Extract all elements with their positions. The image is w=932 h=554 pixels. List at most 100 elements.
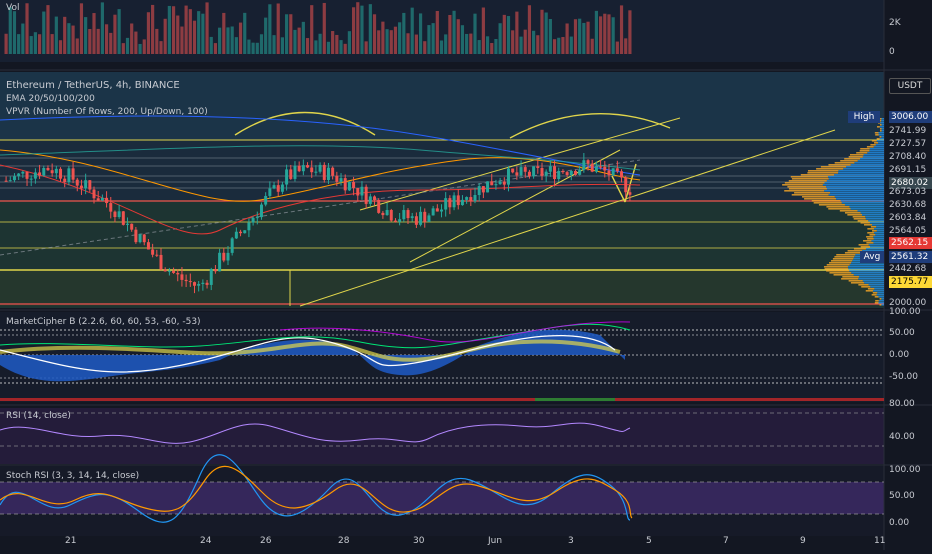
volume-bar (100, 2, 104, 54)
candle-body (197, 283, 201, 286)
candle-body (126, 223, 129, 225)
vpvr-bar-gold (867, 232, 874, 234)
vpvr-bar-blue (870, 246, 884, 248)
stoch-tick-100: 100.00 (889, 465, 921, 475)
vpvr-bar-gold (863, 224, 872, 226)
vpvr-bar-gold (879, 304, 882, 306)
ema-legend[interactable]: EMA 20/50/100/200 (6, 94, 95, 104)
volume-bar (167, 5, 171, 54)
high-price-tag: 3006.00 (889, 111, 932, 123)
date-label-7: 7 (723, 536, 729, 546)
vpvr-bar-blue (865, 248, 884, 250)
candle-body (590, 163, 594, 172)
candle-body (486, 181, 490, 193)
candle-body (193, 282, 196, 286)
price-level-7: 2603.84 (889, 213, 927, 223)
volume-bar (540, 9, 544, 54)
vpvr-bar-gold (872, 230, 877, 232)
vpvr-bar-gold (832, 258, 854, 260)
volume-bar (42, 11, 46, 54)
volume-bar (71, 25, 75, 54)
vpvr-bar-gold (876, 138, 880, 140)
vpvr-bar-blue (822, 184, 884, 186)
vpvr-bar-blue (871, 224, 884, 226)
candle-body (201, 282, 205, 284)
volume-bar (268, 4, 272, 54)
vpvr-bar-gold (826, 206, 850, 208)
vpvr-bar-gold (788, 180, 827, 182)
candle-body (209, 269, 213, 285)
vpvr-bar-blue (847, 266, 884, 268)
vpvr-bar-gold (859, 150, 870, 152)
candle-body (557, 170, 561, 180)
candle-body (67, 168, 71, 183)
stoch-legend[interactable]: Stoch RSI (3, 3, 14, 14, close) (6, 471, 140, 481)
vpvr-bar-gold (850, 154, 864, 156)
currency-button[interactable]: USDT (889, 78, 931, 94)
vpvr-bar-blue (868, 220, 884, 222)
volume-bar (209, 36, 213, 54)
vpvr-bar-blue (874, 288, 884, 290)
candle-body (465, 197, 469, 200)
vpvr-bar-gold (841, 278, 859, 280)
vpvr-bar-gold (844, 252, 861, 254)
volume-bar (527, 5, 532, 55)
volume-bar (368, 4, 372, 54)
volume-bar (125, 37, 130, 54)
volume-bar (146, 12, 151, 55)
vpvr-bar-blue (862, 214, 884, 216)
candle-body (285, 169, 289, 185)
vpvr-bar-gold (839, 210, 858, 212)
volume-bar (326, 41, 331, 54)
volume-bar (264, 17, 268, 54)
vpvr-bar-blue (848, 268, 884, 270)
vpvr-bar-gold (840, 160, 858, 162)
volume-bar (347, 31, 351, 54)
vpvr-bar-blue (873, 236, 884, 238)
volume-bar (536, 35, 540, 54)
vol-tick-2k: 2K (889, 18, 901, 28)
volume-bar (431, 23, 435, 54)
vpvr-bar-blue (873, 232, 884, 234)
vpvr-bar-blue (880, 122, 884, 124)
candle-body (578, 169, 582, 175)
candle-body (84, 180, 88, 189)
candle-body (280, 184, 284, 192)
volume-bar (4, 33, 8, 54)
chart-title[interactable]: Ethereum / TetherUS, 4h, BINANCE (6, 80, 180, 91)
volume-bar (113, 14, 117, 55)
candle-body (176, 272, 180, 275)
volume-bar (624, 38, 628, 54)
volume-bar (155, 28, 159, 54)
vpvr-bar-blue (862, 250, 884, 252)
high-label: High (848, 111, 880, 123)
volume-bar (205, 2, 209, 54)
vpvr-bar-blue (878, 302, 884, 304)
vpvr-bar-gold (871, 294, 877, 296)
candle-body (360, 186, 364, 196)
vpvr-bar-blue (838, 170, 884, 172)
vpvr-bar-gold (879, 118, 882, 120)
candle-body (490, 181, 494, 186)
candle-body (620, 171, 624, 178)
vpvr-bar-blue (869, 150, 884, 152)
vpvr-bar-blue (828, 178, 884, 180)
candle-body (427, 215, 431, 222)
volume-bars (4, 2, 632, 55)
candle-body (29, 178, 33, 180)
vpvr-bar-gold (856, 152, 868, 154)
vpvr-bar-blue (878, 296, 884, 298)
mc-legend[interactable]: MarketCipher B (2.2.6, 60, 60, 53, -60, … (6, 317, 201, 327)
vpvr-bar-blue (858, 278, 884, 280)
candle-body (180, 274, 184, 280)
vpvr-legend[interactable]: VPVR (Number Of Rows, 200, Up/Down, 100) (6, 107, 208, 117)
vol-tick-0: 0 (889, 47, 895, 57)
vpvr-bar-blue (869, 222, 884, 224)
vpvr-bar-blue (879, 126, 884, 128)
candle-body (335, 175, 339, 182)
candle-body (117, 211, 121, 218)
rsi-legend[interactable]: RSI (14, close) (6, 411, 71, 421)
